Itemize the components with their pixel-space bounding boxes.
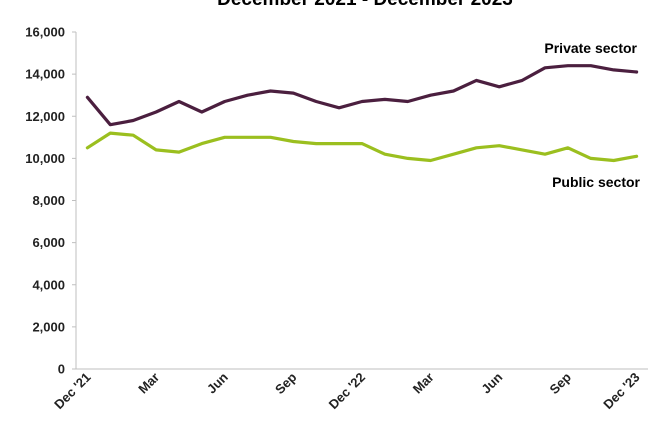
series-label-public: Public sector [552, 174, 640, 190]
y-tick-label: 14,000 [25, 67, 65, 82]
chart-title: December 2021 - December 2023 [217, 0, 513, 10]
y-tick-label: 10,000 [25, 151, 65, 166]
series-line-public [85, 131, 639, 163]
y-tick-label: 16,000 [25, 25, 65, 40]
series-label-private: Private sector [544, 40, 637, 56]
x-tick-label: Mar [410, 370, 437, 397]
y-axis-ticks: 0 2,000 4,000 6,000 8,000 10,000 12,000 14,000 1… [25, 25, 76, 377]
x-tick-label: Dec '22 [326, 370, 368, 412]
x-tick-label: Mar [135, 370, 162, 397]
x-tick-label: Sep [272, 369, 300, 397]
y-tick-label: 4,000 [32, 277, 65, 292]
x-tick-label: Dec '23 [600, 370, 642, 412]
y-tick-label: 2,000 [32, 319, 65, 334]
x-tick-label: Jun [478, 369, 505, 396]
x-tick-label: Sep [547, 369, 575, 397]
x-tick-label: Jun [204, 369, 231, 396]
series-line-private [85, 64, 639, 127]
y-tick-label: 6,000 [32, 235, 65, 250]
y-tick-label: 8,000 [32, 193, 65, 208]
y-tick-label: 12,000 [25, 109, 65, 124]
x-axis-ticks: Dec '21 Mar Jun Sep Dec '22 Mar Jun Sep Dec '23 [51, 369, 643, 411]
series-lines [85, 64, 639, 163]
y-tick-label: 0 [58, 362, 65, 377]
